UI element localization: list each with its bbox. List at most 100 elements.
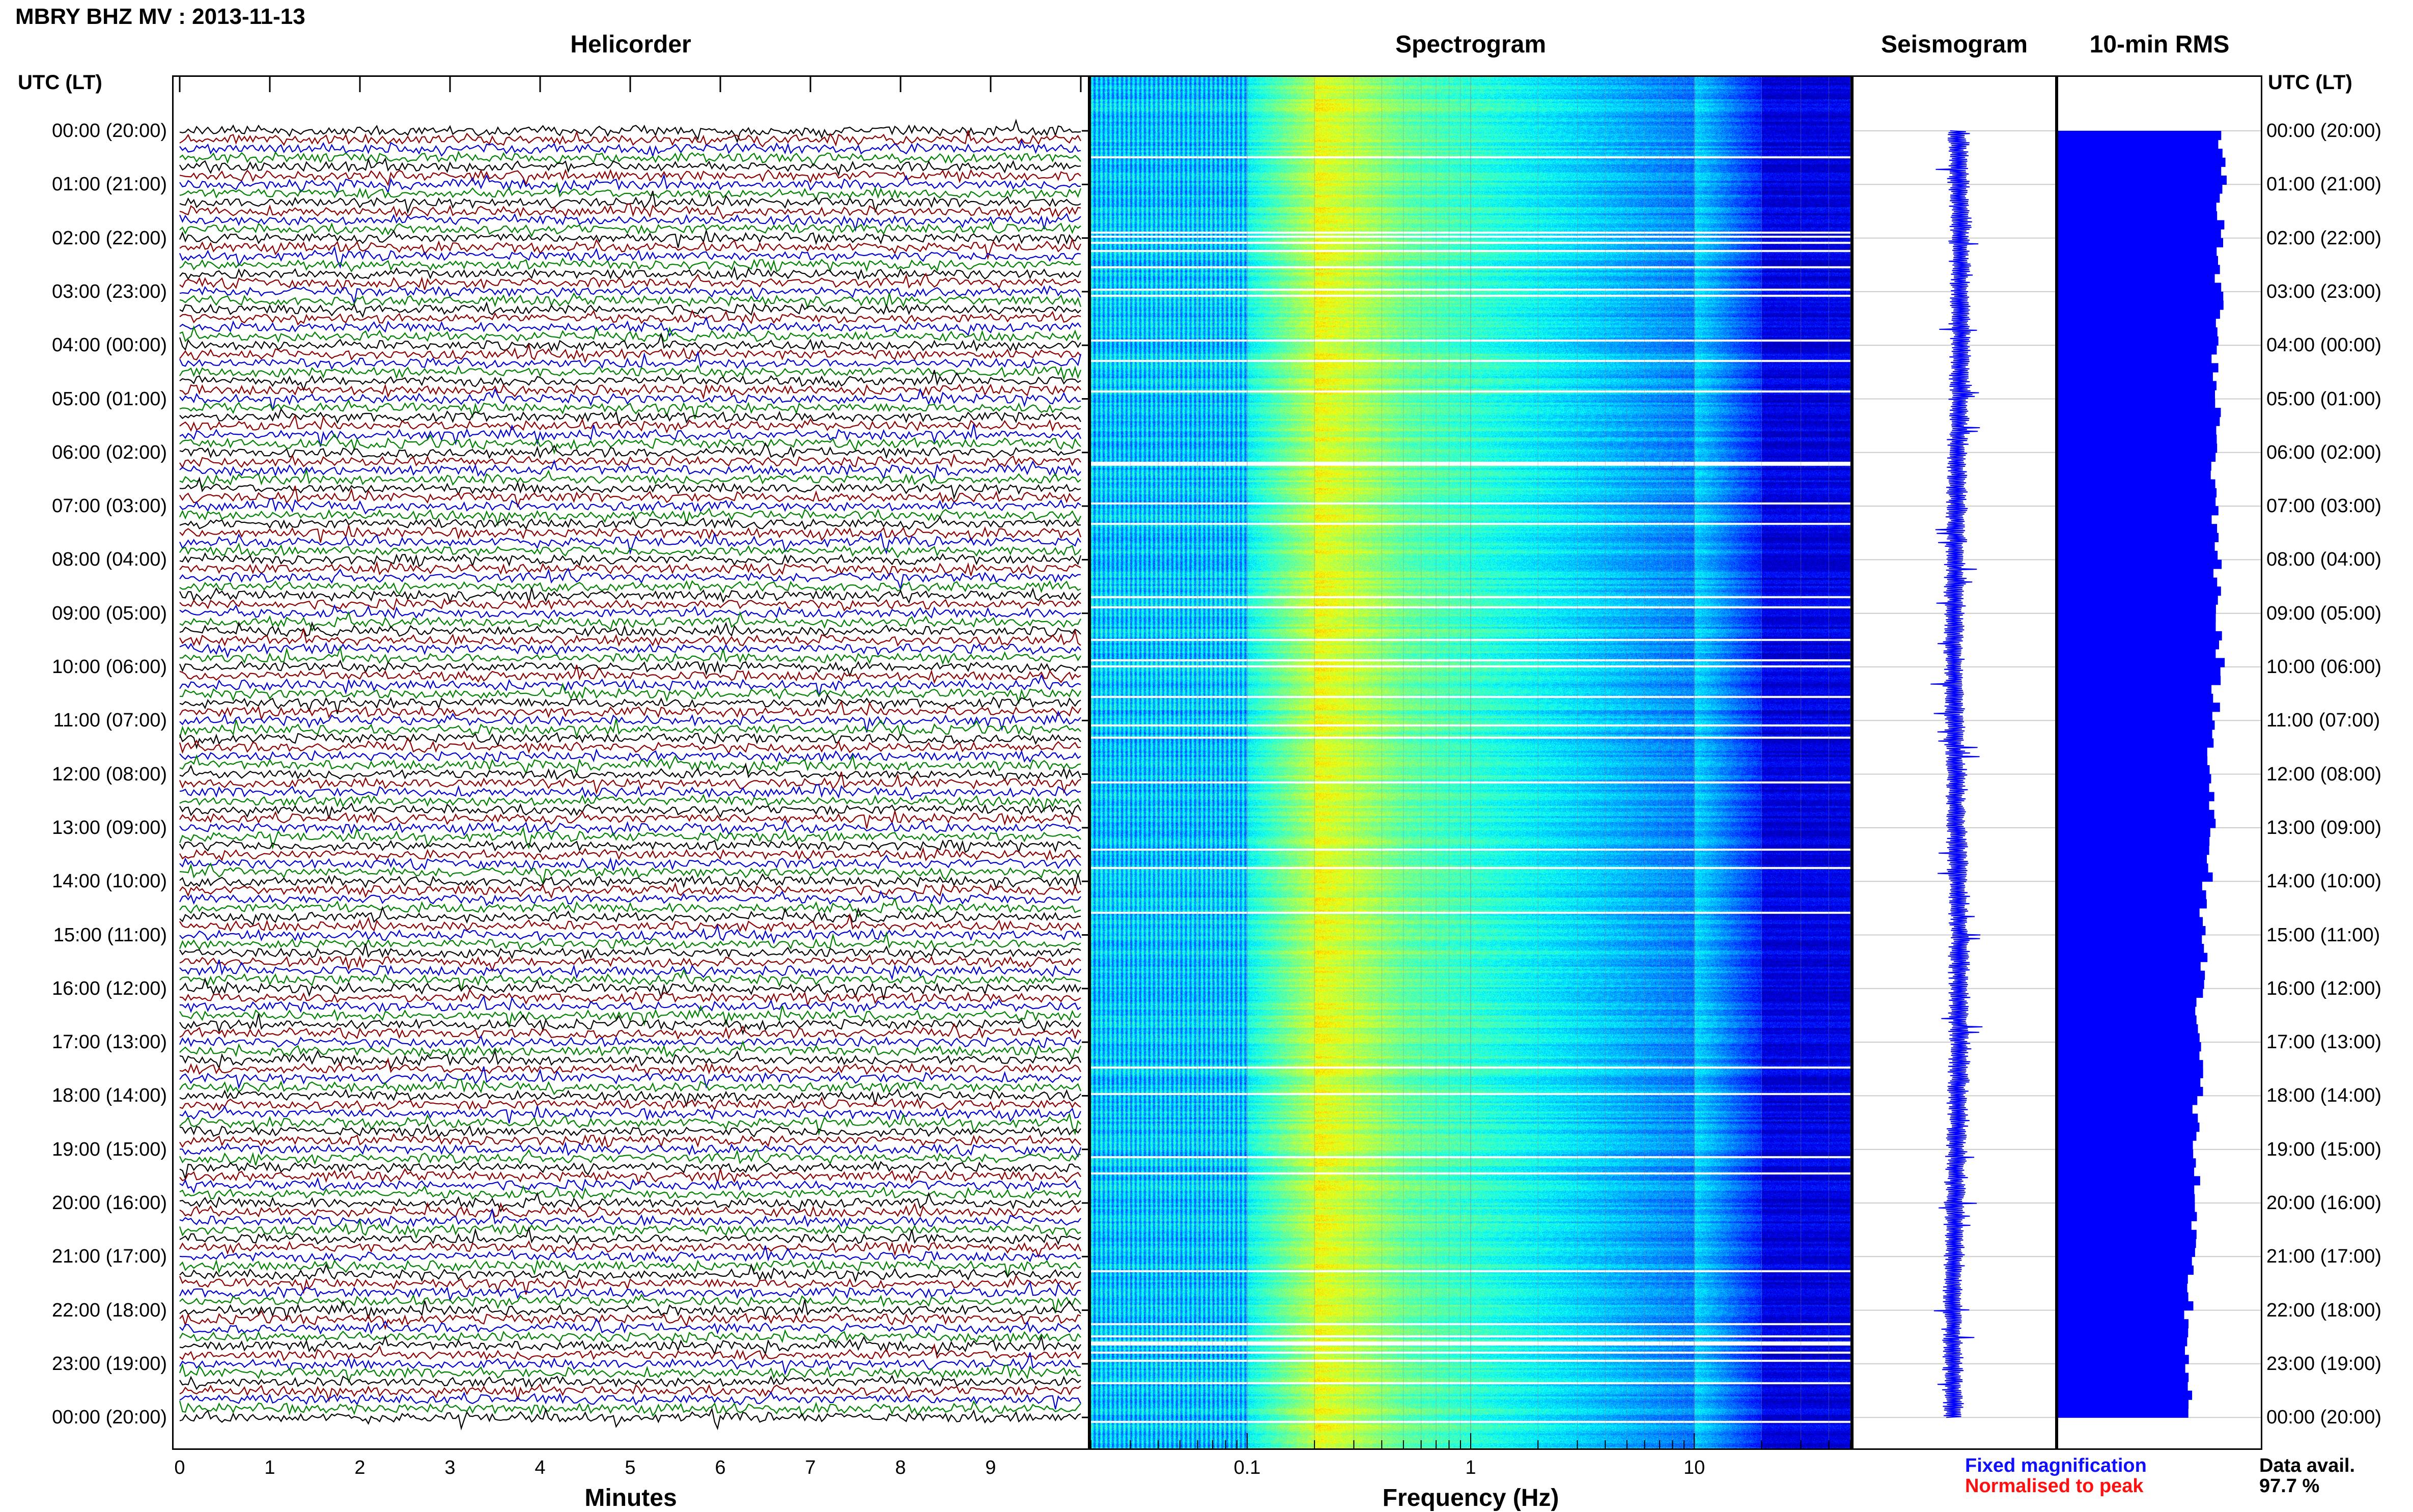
rms-bar: [2058, 542, 2215, 551]
minute-tick-label: 2: [354, 1457, 366, 1478]
frequency-tick-label: 0.1: [1233, 1457, 1261, 1478]
time-label-right: 09:00 (05:00): [2266, 602, 2382, 624]
rms-bar: [2058, 649, 2216, 659]
helicorder-trace: [179, 645, 1081, 665]
time-label-right: 11:00 (07:00): [2266, 710, 2380, 732]
rms-bar: [2058, 774, 2211, 783]
helicorder-trace: [179, 943, 1081, 960]
station-title: MBRY BHZ MV : 2013-11-13: [15, 4, 305, 29]
helicorder-trace: [179, 1177, 1081, 1194]
rms-bar: [2058, 461, 2211, 471]
helicorder-trace: [179, 1185, 1082, 1200]
helicorder-trace: [179, 1034, 1081, 1050]
time-label-left: 15:00 (11:00): [53, 924, 167, 946]
time-label-right: 15:00 (11:00): [2266, 924, 2380, 946]
rms-bar: [2058, 1373, 2189, 1382]
rms-bar: [2058, 157, 2226, 167]
helicorder-trace: [179, 301, 1081, 318]
helicorder-trace: [179, 794, 1081, 813]
minute-tick-label: 4: [535, 1457, 546, 1478]
helicorder-trace: [179, 1299, 1081, 1321]
time-label-left: 05:00 (01:00): [51, 388, 167, 410]
time-label-left: 17:00 (13:00): [51, 1031, 167, 1053]
rms-bar: [2058, 979, 2204, 989]
rms-bar: [2058, 890, 2206, 900]
helicorder-trace: [179, 1079, 1082, 1096]
rms-bar: [2058, 711, 2212, 721]
time-label-right: 12:00 (08:00): [2266, 763, 2382, 785]
time-label-left: 02:00 (22:00): [51, 227, 167, 249]
rms-bar: [2058, 729, 2212, 739]
seismogram-trace: [1854, 130, 2055, 1418]
helicorder-trace: [179, 580, 1081, 595]
rms-bar: [2058, 747, 2207, 757]
rms-bar: [2058, 613, 2216, 623]
helicorder-trace: [179, 923, 1081, 944]
rms-bar: [2058, 193, 2220, 203]
helicorder-trace: [179, 476, 1081, 500]
rms-bar: [2058, 586, 2221, 596]
rms-bar: [2058, 443, 2218, 453]
rms-bar: [2058, 872, 2213, 882]
rms-bar: [2058, 827, 2210, 837]
helicorder-trace: [179, 854, 1081, 872]
rms-bar: [2058, 881, 2202, 891]
helicorder-trace: [179, 343, 1081, 363]
rms-bar: [2058, 1390, 2193, 1400]
time-label-right: 08:00 (04:00): [2266, 549, 2382, 571]
time-label-right: 05:00 (01:00): [2266, 388, 2382, 410]
rms-bar: [2058, 917, 2203, 927]
helicorder-trace: [179, 968, 1081, 992]
rms-bar: [2058, 962, 2201, 971]
rms-bar: [2058, 408, 2221, 417]
rms-bar: [2058, 247, 2217, 257]
rms-bar: [2058, 1337, 2187, 1347]
rms-bar: [2058, 926, 2206, 936]
helicorder-trace: [179, 525, 1082, 543]
rms-bar: [2058, 533, 2219, 542]
helicorder-trace: [179, 700, 1081, 721]
rms-bar: [2058, 658, 2225, 667]
helicorder-trace: [179, 912, 1081, 933]
frequency-axis-label: Frequency (Hz): [1382, 1485, 1559, 1511]
helicorder-trace: [179, 1293, 1081, 1313]
rms-bar: [2058, 1131, 2197, 1141]
helicorder-trace: [179, 316, 1081, 337]
helicorder-trace: [179, 1123, 1081, 1138]
rms-bar: [2058, 1212, 2197, 1221]
helicorder-trace: [179, 1049, 1081, 1070]
rms-bar: [2058, 559, 2222, 569]
rms-bar: [2058, 1060, 2203, 1070]
rms-bar: [2058, 1113, 2198, 1123]
time-label-right: 03:00 (23:00): [2266, 281, 2382, 302]
helicorder-trace: [179, 387, 1081, 411]
rms-bar: [2058, 1033, 2200, 1043]
helicorder-trace: [179, 611, 1081, 632]
rms-bar: [2058, 506, 2219, 516]
rms-bar: [2058, 211, 2218, 221]
helicorder-trace: [179, 272, 1081, 291]
helicorder-trace: [179, 1148, 1081, 1166]
helicorder-trace: [179, 664, 1081, 684]
helicorder-trace: [179, 285, 1081, 305]
rms-bar: [2058, 577, 2218, 587]
helicorder-trace: [179, 230, 1081, 248]
time-label-left: 14:00 (10:00): [51, 871, 167, 892]
helicorder-trace: [179, 561, 1081, 577]
helicorder-trace: [179, 468, 1081, 489]
helicorder-trace: [179, 309, 1081, 326]
helicorder-trace: [179, 118, 1081, 144]
rms-bar: [2058, 640, 2219, 650]
helicorder-trace: [179, 498, 1081, 515]
rms-bar: [2058, 363, 2219, 373]
helicorder-trace: [179, 1088, 1081, 1108]
helicorder-trace: [179, 169, 1081, 187]
helicorder-trace: [179, 485, 1081, 509]
time-label-left: 21:00 (17:00): [51, 1246, 167, 1268]
seismogram-panel: [1852, 75, 2057, 1450]
helicorder-trace: [179, 988, 1081, 1007]
rms-bar: [2058, 291, 2224, 301]
helicorder-trace: [179, 748, 1081, 763]
helicorder-trace: [179, 1005, 1081, 1028]
helicorder-trace: [179, 802, 1081, 819]
